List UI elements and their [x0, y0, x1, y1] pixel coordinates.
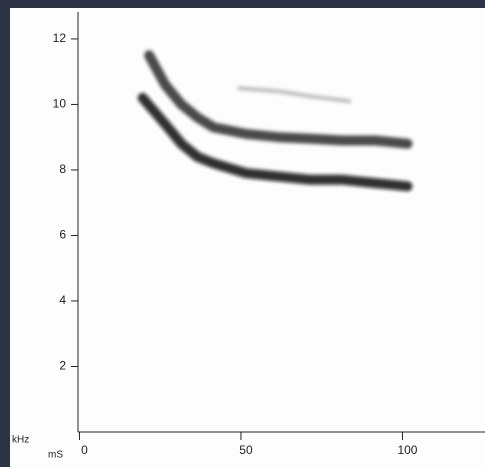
- harmonic-trace: [137, 92, 413, 192]
- harmonic-trace: [237, 86, 352, 104]
- x-tick-label: 100: [397, 443, 417, 457]
- y-tick-label: 2: [59, 359, 66, 373]
- y-axis-label: kHz: [12, 435, 29, 446]
- y-tick-label: 10: [53, 97, 67, 111]
- y-tick-label: 4: [59, 293, 66, 307]
- y-tick-label: 12: [53, 31, 67, 45]
- x-axis-label: mS: [48, 450, 63, 461]
- x-tick-label: 50: [239, 443, 253, 457]
- y-tick-label: 8: [59, 162, 66, 176]
- plot-panel: [10, 8, 485, 467]
- y-tick-label: 6: [59, 228, 66, 242]
- harmonic-trace: [144, 50, 413, 149]
- x-tick-label: 0: [81, 443, 88, 457]
